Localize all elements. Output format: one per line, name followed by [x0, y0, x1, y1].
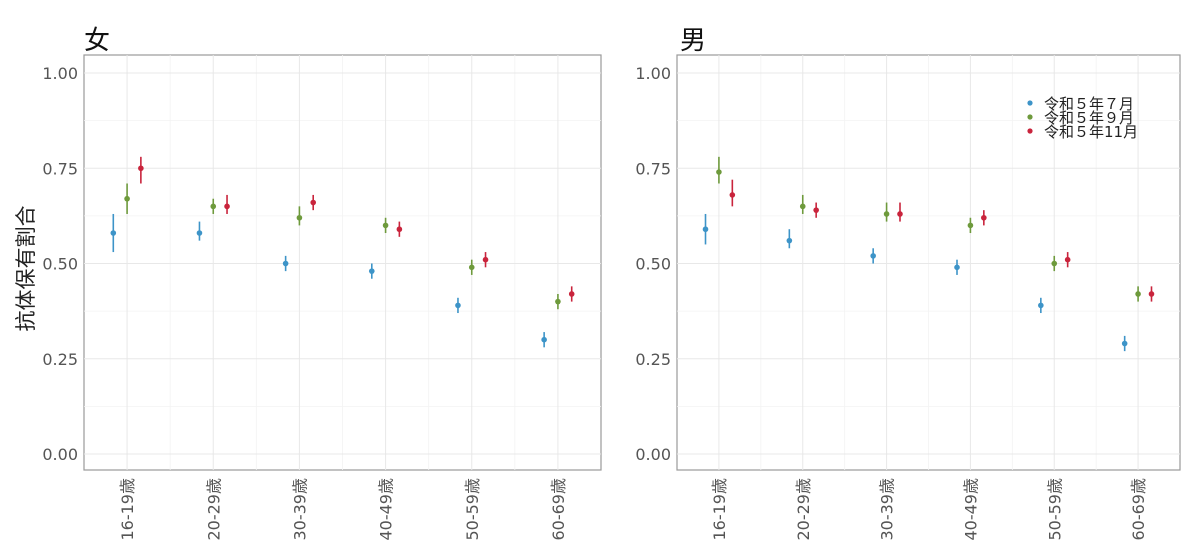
data-point: [883, 211, 890, 217]
data-point: [967, 222, 974, 229]
x-tick-label: 60-69歳: [549, 478, 568, 541]
data-point: [897, 211, 903, 217]
x-tick-label: 50-59歳: [463, 478, 482, 541]
panel-title: 男: [680, 26, 706, 56]
data-point: [110, 230, 117, 236]
data-point: [124, 195, 130, 202]
data-point: [1135, 291, 1141, 297]
data-point: [455, 302, 461, 309]
x-tick-label: 20-29歳: [204, 478, 223, 541]
data-point: [729, 192, 736, 198]
x-tick-label: 30-39歳: [878, 478, 897, 541]
data-point: [224, 203, 230, 210]
data-point: [954, 264, 960, 271]
data-point: [396, 226, 403, 233]
data-point: [568, 291, 575, 297]
data-point: [138, 165, 144, 172]
y-tick-label: 0.50: [635, 255, 671, 274]
legend-marker: [1027, 114, 1033, 120]
x-tick-label: 16-19歳: [710, 478, 729, 541]
legend-label: 令和５年７月: [1044, 95, 1134, 113]
data-point: [541, 336, 547, 343]
panel-2: 0.00 0.25 0.50 0.75 1.00 16-19歳 20-29歳 30-39歳 40…: [635, 26, 1181, 541]
legend-marker: [1027, 128, 1033, 134]
data-point: [786, 237, 793, 244]
x-tick-label: 40-49歳: [377, 478, 396, 541]
data-point: [282, 260, 289, 267]
data-point: [1064, 256, 1071, 263]
data-point: [1121, 340, 1128, 347]
y-tick-label: 0.25: [42, 350, 78, 369]
y-tick-label: 1.00: [635, 64, 671, 83]
legend-label: 令和５年11月: [1044, 123, 1138, 141]
data-point: [196, 230, 203, 236]
data-point: [702, 226, 709, 233]
data-point: [382, 222, 389, 229]
data-point: [1051, 260, 1058, 267]
data-point: [482, 256, 489, 263]
y-tick-label: 0.25: [635, 350, 671, 369]
data-point: [1148, 291, 1155, 297]
data-point: [210, 203, 217, 210]
data-point: [468, 264, 475, 271]
data-point: [716, 169, 722, 175]
data-point: [555, 298, 561, 305]
data-point: [981, 214, 987, 221]
data-point: [799, 203, 806, 210]
y-axis-label: 抗体保有割合: [14, 206, 38, 332]
x-tick-label: 40-49歳: [961, 478, 980, 541]
y-tick-label: 1.00: [42, 64, 78, 83]
y-tick-label: 0.00: [42, 445, 78, 464]
y-tick-label: 0.75: [42, 159, 78, 178]
data-point: [870, 253, 876, 259]
data-point: [310, 199, 317, 206]
y-tick-label: 0.75: [635, 159, 671, 178]
data-point: [813, 207, 819, 213]
x-tick-label: 50-59歳: [1045, 478, 1064, 541]
x-tick-label: 60-69歳: [1129, 478, 1148, 541]
x-tick-label: 30-39歳: [290, 478, 309, 541]
data-point: [368, 268, 375, 274]
y-tick-label: 0.50: [42, 255, 78, 274]
x-tick-label: 16-19歳: [118, 478, 137, 541]
panel-title: 女: [84, 26, 110, 56]
legend-label: 令和５年９月: [1044, 109, 1134, 127]
data-point: [1038, 302, 1044, 309]
legend-marker: [1027, 100, 1033, 106]
x-tick-label: 20-29歳: [794, 478, 813, 541]
panel-1: 0.00 0.25 0.50 0.75 1.00 16-19歳 20-29歳 30-39歳 40…: [14, 26, 602, 541]
y-tick-label: 0.00: [635, 445, 671, 464]
data-point: [296, 214, 303, 221]
